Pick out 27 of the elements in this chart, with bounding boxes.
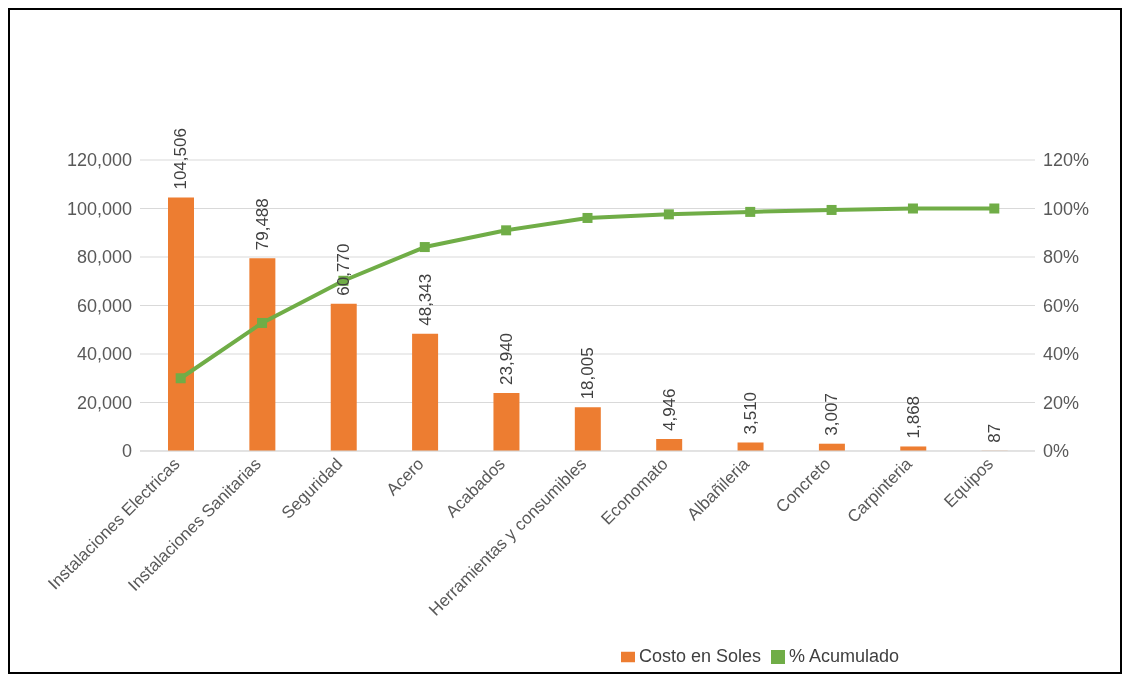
data-label: 87: [985, 423, 1005, 443]
data-label: 18,005: [578, 347, 598, 400]
y2-tick-label: 0%: [1043, 441, 1070, 462]
y-tick-label: 120,000: [66, 150, 132, 171]
y2-tick-label: 20%: [1043, 392, 1080, 413]
y-tick-label: 20,000: [76, 392, 132, 413]
y2-tick-label: 40%: [1043, 344, 1080, 365]
y-tick-label: 100,000: [66, 198, 132, 219]
legend-label: Costo en Soles: [638, 646, 761, 666]
y2-tick-label: 80%: [1043, 247, 1080, 268]
data-label: 23,940: [496, 332, 516, 385]
legend-label: % Acumulado: [789, 646, 900, 666]
y2-tick-label: 60%: [1043, 295, 1080, 316]
y-tick-label: 60,000: [76, 295, 132, 316]
data-label: 104,506: [171, 128, 191, 190]
y-tick-label: 40,000: [76, 344, 132, 365]
data-label: 3,007: [822, 393, 842, 436]
y2-tick-label: 120%: [1043, 150, 1090, 171]
y-tick-label: 80,000: [76, 247, 132, 268]
data-label: 48,343: [415, 273, 435, 326]
data-label: 60,770: [334, 243, 354, 296]
data-label: 4,946: [659, 388, 679, 432]
data-label: 79,488: [252, 198, 272, 251]
data-label: 1,868: [903, 395, 923, 439]
data-label: 3,510: [741, 391, 761, 435]
y2-tick-label: 100%: [1043, 198, 1090, 219]
y-tick-label: 0: [121, 441, 132, 462]
